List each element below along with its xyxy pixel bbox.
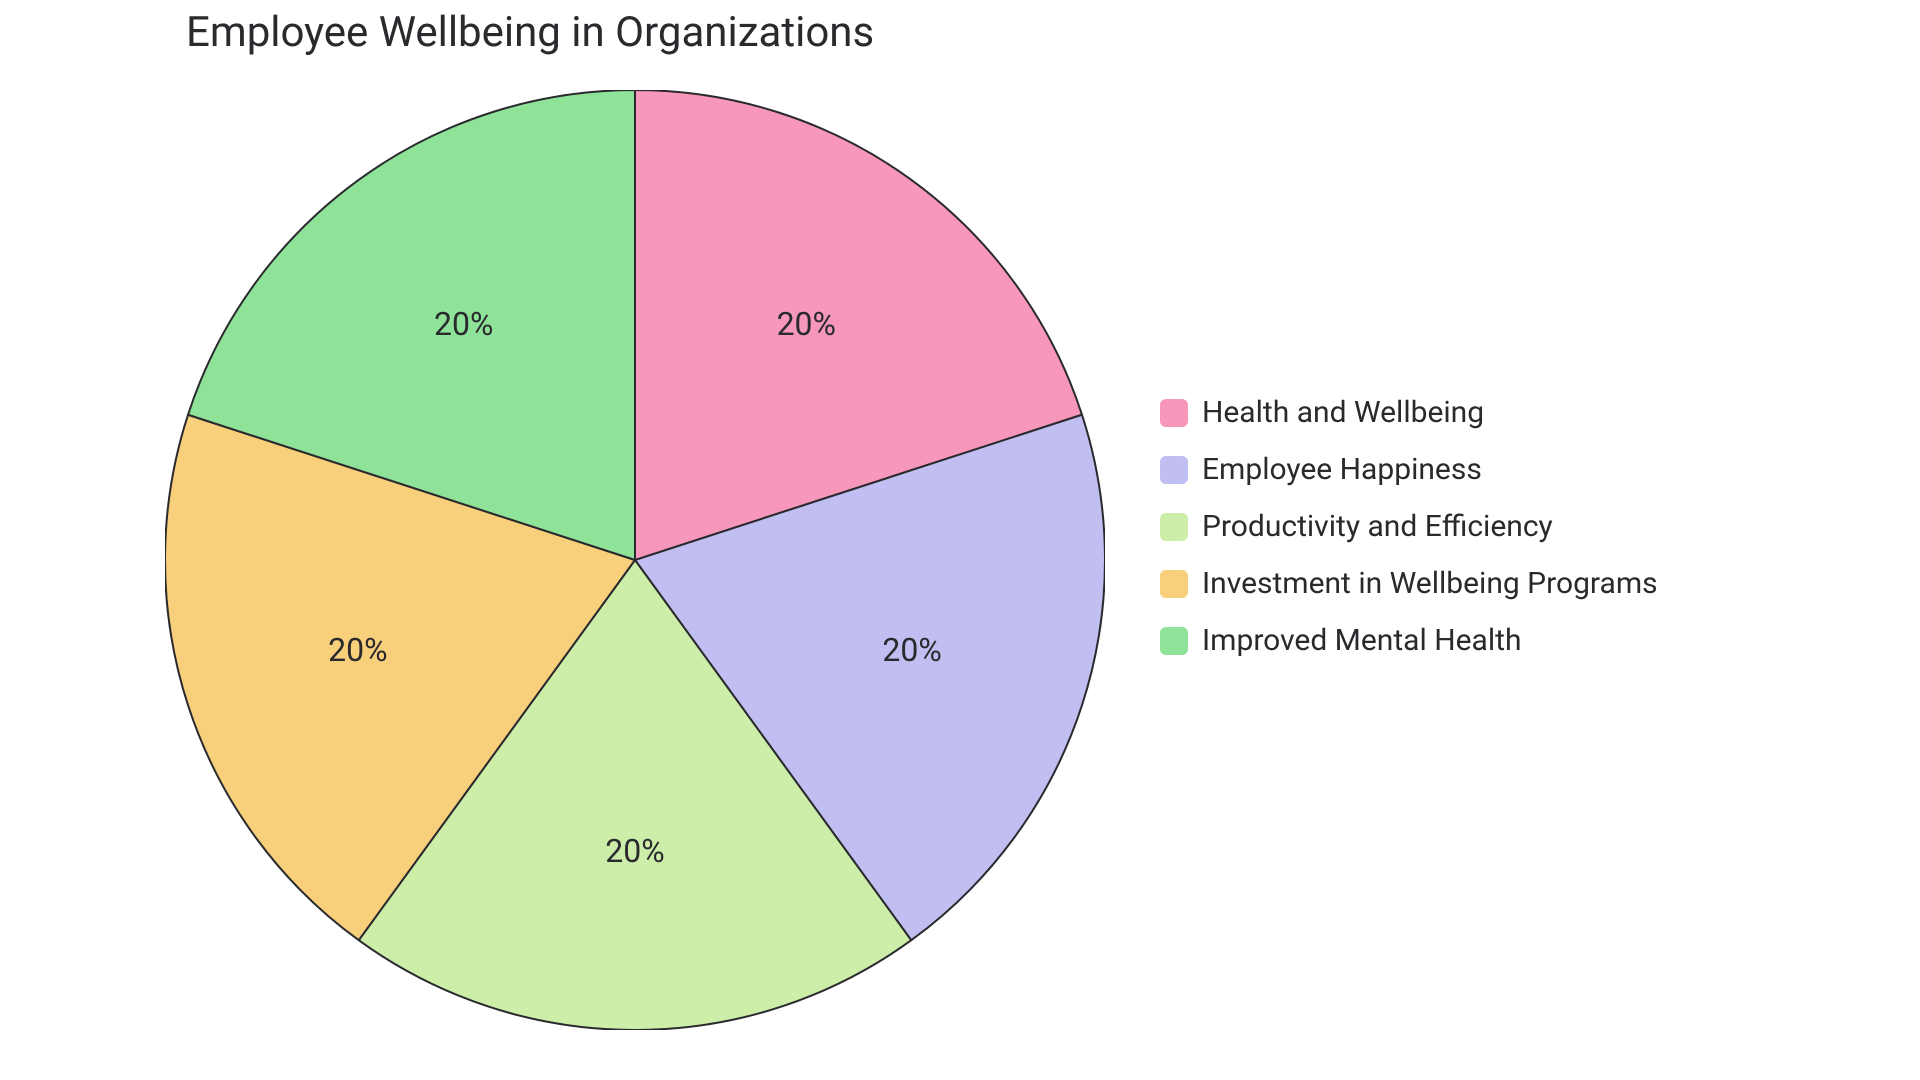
legend-swatch-2 — [1160, 513, 1188, 541]
slice-label-1: 20% — [882, 631, 941, 669]
pie-svg — [165, 90, 1105, 1030]
pie-chart — [165, 90, 1105, 1030]
legend-label-0: Health and Wellbeing — [1202, 395, 1484, 430]
legend-swatch-3 — [1160, 570, 1188, 598]
slice-label-2: 20% — [605, 832, 664, 870]
legend-label-2: Productivity and Efficiency — [1202, 509, 1553, 544]
legend-item-1: Employee Happiness — [1160, 452, 1658, 487]
legend-item-0: Health and Wellbeing — [1160, 395, 1658, 430]
legend-swatch-1 — [1160, 456, 1188, 484]
legend: Health and Wellbeing Employee Happiness Pr… — [1160, 395, 1658, 658]
slice-label-0: 20% — [777, 305, 836, 343]
legend-swatch-4 — [1160, 627, 1188, 655]
legend-label-1: Employee Happiness — [1202, 452, 1482, 487]
legend-item-4: Improved Mental Health — [1160, 623, 1658, 658]
slice-label-4: 20% — [434, 305, 493, 343]
legend-label-3: Investment in Wellbeing Programs — [1202, 566, 1658, 601]
slice-label-3: 20% — [328, 631, 387, 669]
legend-swatch-0 — [1160, 399, 1188, 427]
chart-canvas: Employee Wellbeing in Organizations Heal… — [0, 0, 1920, 1080]
legend-item-2: Productivity and Efficiency — [1160, 509, 1658, 544]
legend-label-4: Improved Mental Health — [1202, 623, 1521, 658]
chart-title: Employee Wellbeing in Organizations — [186, 8, 874, 57]
legend-item-3: Investment in Wellbeing Programs — [1160, 566, 1658, 601]
